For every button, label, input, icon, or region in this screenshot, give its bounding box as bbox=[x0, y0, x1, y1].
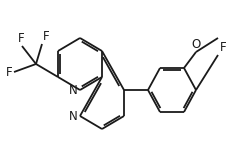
Text: N: N bbox=[69, 84, 78, 97]
Text: O: O bbox=[190, 38, 200, 51]
Text: F: F bbox=[18, 32, 24, 45]
Text: F: F bbox=[5, 65, 12, 78]
Text: F: F bbox=[43, 30, 50, 43]
Text: N: N bbox=[69, 110, 78, 123]
Text: F: F bbox=[219, 41, 226, 54]
